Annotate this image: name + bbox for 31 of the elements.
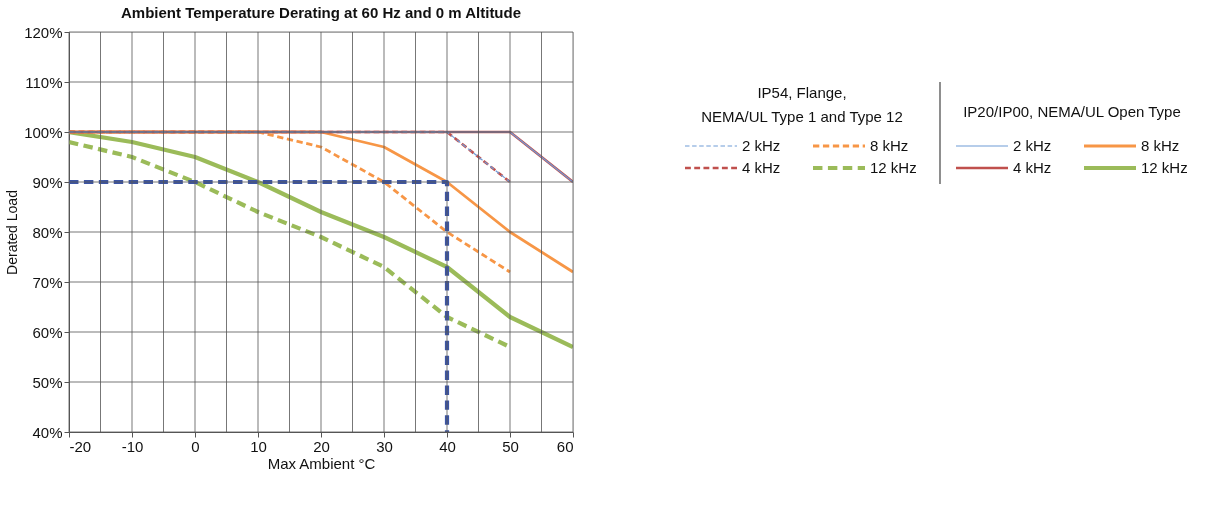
legend-label: 12 kHz [1141, 159, 1188, 176]
y-tick-label: 90% [32, 173, 63, 191]
legend-label: 4 kHz [1013, 159, 1052, 176]
x-tick-label: 0 [191, 437, 200, 455]
x-tick-label: 30 [376, 437, 393, 455]
x-tick-label: 60 [556, 437, 574, 455]
x-tick-label: 40 [439, 437, 456, 455]
y-tick-label: 60% [32, 323, 63, 341]
legend-label: 8 kHz [1141, 137, 1180, 154]
x-tick-label: 20 [313, 437, 330, 455]
x-tick-label: 50 [502, 437, 519, 455]
text: IP54, Flange, NEMA/UL Type 1 and Type 12 [701, 84, 903, 125]
x-axis-title: Max Ambient °C [267, 454, 376, 472]
x-tick-label: 10 [250, 437, 267, 455]
x-tick-label: -20 [69, 437, 92, 455]
y-axis-title: Derated Load [4, 190, 21, 275]
x-tick-label: -10 [121, 437, 144, 455]
y-tick-label: 80% [32, 223, 63, 241]
chart-title: Ambient Temperature Derating at 60 Hz and 0 m Altitude [120, 4, 522, 21]
legend-label: 2 kHz [1013, 137, 1052, 154]
y-tick-label: 50% [32, 373, 63, 391]
legend-label: 2 kHz [742, 137, 781, 154]
legend-label: 4 kHz [742, 159, 781, 176]
legend-label: 8 kHz [870, 137, 909, 154]
y-tick-label: 100% [24, 123, 63, 141]
y-tick-label: 40% [32, 423, 63, 441]
y-tick-label: 120% [24, 23, 63, 41]
text: IP20/IP00, NEMA/UL Open Type [963, 103, 1181, 120]
legend-label: 12 kHz [870, 159, 917, 176]
y-tick-label: 110% [25, 73, 63, 91]
y-tick-label: 70% [32, 273, 63, 291]
